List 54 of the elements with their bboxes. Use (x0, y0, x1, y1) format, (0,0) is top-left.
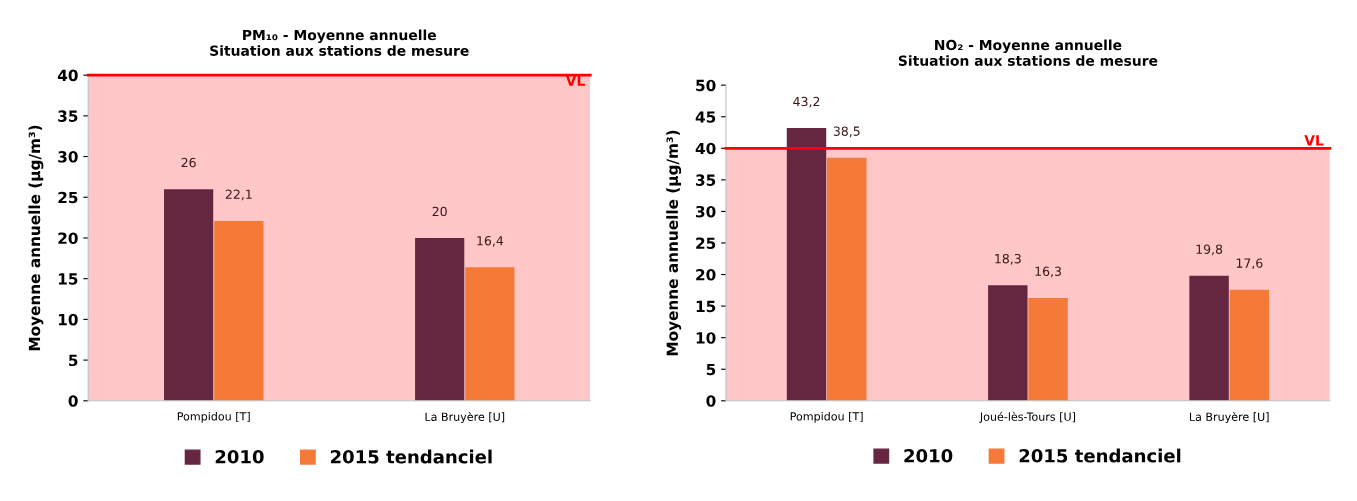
y-tick-label: 30 (58, 151, 78, 163)
y-tick-label: 15 (696, 300, 716, 313)
chart-title: PM₁₀ - Moyenne annuelle Situation aux stations de mesure (210, 29, 469, 56)
y-tick-label: 20 (58, 232, 78, 244)
y-tick-label: 0 (706, 395, 716, 407)
y-tick-label: 35 (696, 174, 716, 186)
x-tick-label: Pompidou [T] (790, 411, 863, 423)
data-label: 20 (432, 206, 447, 217)
y-tick-label: 30 (696, 205, 716, 218)
y-axis-title: Moyenne annuelle (µg/m³) (28, 125, 44, 351)
bar (1028, 297, 1068, 401)
bar (786, 128, 827, 401)
bar (415, 237, 465, 401)
data-label: 26 (181, 157, 196, 168)
x-tick-label: La Bruyère [U] (1189, 411, 1269, 424)
y-tick-label: 5 (69, 354, 78, 367)
data-label: 19,8 (1196, 244, 1223, 256)
legend-label: 2010 (904, 448, 953, 463)
y-tick-label: 50 (696, 79, 716, 92)
y-tick-label: 15 (58, 273, 78, 285)
bar (988, 285, 1028, 401)
x-tick-label: La Bruyère [U] (425, 411, 505, 424)
data-label: 18,3 (995, 253, 1021, 265)
bar (465, 267, 515, 401)
chart-title: NO₂ - Moyenne annuelle Situation aux stations de mesure (898, 39, 1158, 66)
data-label: 17,6 (1236, 258, 1263, 270)
data-label: 22,1 (225, 189, 252, 201)
bar (1189, 275, 1229, 401)
bar (1229, 289, 1270, 401)
y-tick-label: 25 (696, 237, 716, 250)
y-tick-label: 40 (57, 69, 78, 82)
y-tick-label: 40 (695, 142, 716, 155)
data-label: 38,5 (833, 126, 860, 138)
data-label: 43,2 (793, 96, 820, 108)
y-tick-label: 45 (695, 111, 716, 123)
ref-line-label: VL (1304, 135, 1324, 146)
y-tick-label: 20 (696, 269, 716, 281)
bar (827, 157, 867, 401)
legend-label: 2015 tendanciel (1019, 448, 1181, 463)
y-tick-label: 35 (58, 110, 78, 122)
y-tick-label: 10 (696, 332, 716, 344)
y-tick-label: 5 (706, 363, 716, 376)
legend-label: 2010 (215, 449, 264, 464)
legend-label: 2015 tendanciel (330, 449, 492, 464)
bar (164, 189, 214, 401)
data-label: 16,4 (477, 235, 504, 247)
bar (214, 220, 264, 401)
data-label: 16,3 (1035, 266, 1061, 278)
y-tick-label: 25 (58, 191, 78, 204)
y-tick-label: 0 (68, 395, 78, 407)
y-tick-label: 10 (58, 313, 78, 326)
y-axis-title: Moyenne annuelle (µg/m³) (666, 130, 682, 356)
x-tick-label: Pompidou [T] (177, 411, 250, 423)
x-tick-label: Joué-lès-Tours [U] (979, 411, 1076, 423)
